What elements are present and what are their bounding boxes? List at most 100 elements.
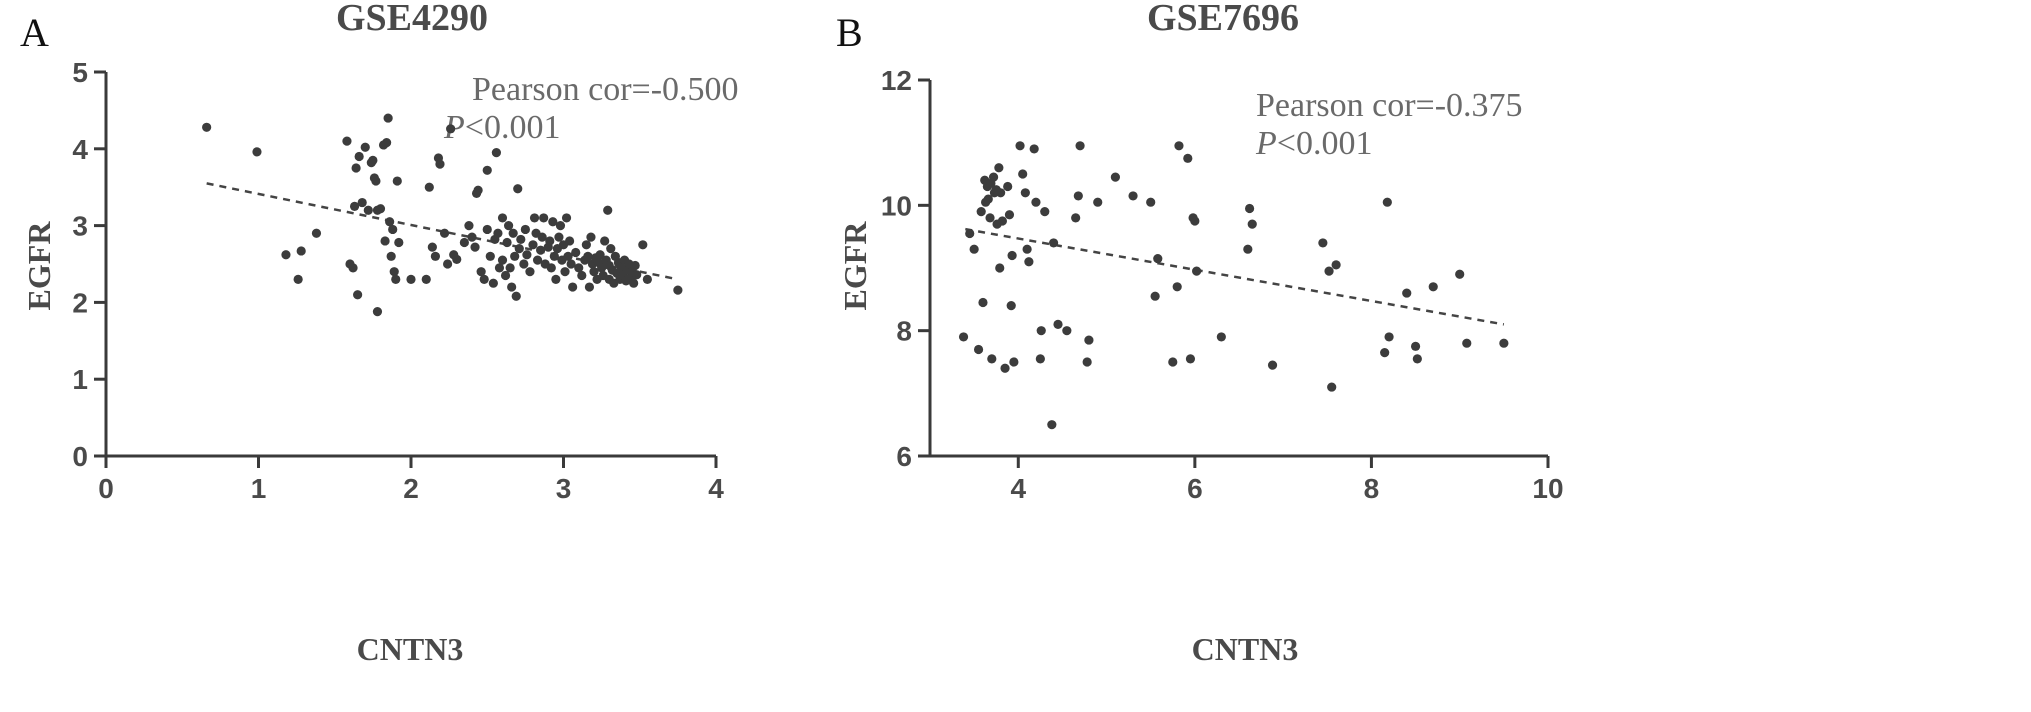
panel-b-data-point xyxy=(1084,335,1094,345)
panel-a-data-point xyxy=(392,176,402,186)
panel-a-data-point xyxy=(385,217,395,227)
panel-a-data-point xyxy=(372,307,383,317)
panel-b-data-point xyxy=(958,332,969,342)
panel-a-data-point xyxy=(485,251,495,261)
panel-a-data-point xyxy=(491,148,501,158)
panel-a-data-point xyxy=(459,237,469,248)
panel-b-x-tick-label: 4 xyxy=(1010,473,1026,504)
panel-a-data-point xyxy=(488,278,498,288)
panel-a-data-point xyxy=(389,267,399,277)
panel-b-data-point xyxy=(1007,250,1017,261)
panel-a-data-point xyxy=(589,267,599,277)
panel-b-data-point xyxy=(1128,191,1138,201)
panel-a-data-point xyxy=(476,267,486,277)
panel-a-y-tick-label: 3 xyxy=(72,211,88,242)
panel-a: A GSE4290 CNTN3 EGFR Pearson cor=-0.500 … xyxy=(20,0,739,667)
panel-a-data-point xyxy=(386,251,396,261)
panel-b-data-point xyxy=(1003,181,1013,192)
panel-a-p-rest: <0.001 xyxy=(465,109,561,146)
panel-b-data-point xyxy=(1075,141,1085,151)
panel-a-data-point xyxy=(311,228,322,238)
panel-b-y-tick-label: 8 xyxy=(896,316,912,347)
panel-b-data-point xyxy=(1331,260,1341,270)
panel-a-data-point xyxy=(529,213,540,223)
panel-a-data-point xyxy=(380,236,390,246)
panel-a-data-point xyxy=(363,205,373,215)
panel-a-data-point xyxy=(500,270,511,281)
panel-b-data-point xyxy=(1049,238,1059,248)
panel-a-data-point xyxy=(638,240,648,250)
panel-a-data-point xyxy=(349,201,360,211)
panel-b-data-point xyxy=(987,354,997,364)
panel-a-data-point xyxy=(388,224,398,235)
panel-a-data-point xyxy=(561,213,572,223)
panel-b-data-point xyxy=(1029,144,1039,154)
panel-a-data-point xyxy=(382,138,392,148)
panel-a-data-point xyxy=(368,155,378,165)
panel-a-data-point xyxy=(391,274,401,284)
panel-a-data-point xyxy=(581,240,591,250)
panel-b-data-point xyxy=(1247,219,1257,229)
panel-b-data-point xyxy=(1380,348,1390,358)
panel-b-p-italic: P xyxy=(1255,125,1277,162)
panel-a-data-point xyxy=(673,285,683,295)
panel-a-data-point xyxy=(629,278,639,288)
panel-a-data-point xyxy=(539,213,549,223)
panel-a-data-point xyxy=(467,232,477,242)
panel-b-data-point xyxy=(1455,269,1465,279)
panel-b-data-point xyxy=(965,228,975,239)
panel-a-data-point xyxy=(202,122,212,132)
panel-b-data-point xyxy=(1000,363,1010,373)
panel-a-data-point xyxy=(351,163,361,173)
panel-b-data-point xyxy=(976,207,986,217)
panel-b-x-tick-label: 8 xyxy=(1364,473,1380,504)
panel-a-data-point xyxy=(293,274,303,284)
panel-b-data-point xyxy=(1071,213,1081,223)
panel-b-data-point xyxy=(996,188,1006,198)
panel-b-data-point xyxy=(988,172,999,182)
panel-b-pearson-text: Pearson cor=-0.375 xyxy=(1256,87,1523,124)
panel-b-data-point xyxy=(1216,332,1226,342)
panel-b-data-point xyxy=(1192,266,1202,276)
panel-b-data-point xyxy=(1031,197,1041,207)
panel-a-data-point xyxy=(493,228,503,238)
panel-a-data-point xyxy=(511,291,521,301)
panel-a-y-tick-label: 1 xyxy=(72,364,88,395)
panel-b-data-point xyxy=(1412,354,1422,364)
panel-a-data-point xyxy=(354,151,364,162)
panel-b-p-value-text: P<0.001 xyxy=(1255,125,1372,162)
panel-a-data-point xyxy=(427,242,437,252)
panel-a-data-point xyxy=(603,205,613,215)
panel-a-y-tick-label: 2 xyxy=(72,287,88,318)
panel-a-data-point xyxy=(577,270,587,281)
panel-a-data-point xyxy=(565,236,575,246)
panel-b-data-point xyxy=(994,163,1004,173)
panel-a-data-point xyxy=(586,232,596,242)
panel-b-y-tick-label: 12 xyxy=(881,65,912,96)
panel-b-data-point xyxy=(995,263,1005,273)
panel-a-data-point xyxy=(584,282,595,292)
panel-b-data-point xyxy=(1462,338,1472,348)
panel-b: B GSE7696 CNTN3 EGFR Pearson cor=-0.375 … xyxy=(836,0,1564,667)
panel-b-data-point xyxy=(1153,254,1163,264)
panel-a-data-point xyxy=(473,185,483,195)
panel-b-data-point xyxy=(1402,288,1412,298)
panel-a-data-point xyxy=(470,242,480,252)
panel-a-data-point xyxy=(574,263,584,273)
panel-a-x-tick-label: 0 xyxy=(98,473,114,504)
panel-b-data-point xyxy=(1035,354,1045,364)
panel-b-data-point xyxy=(1006,301,1016,311)
panel-a-title: GSE4290 xyxy=(336,0,488,39)
panel-b-data-point xyxy=(1172,282,1182,292)
panel-a-data-point xyxy=(548,217,558,227)
panel-a-data-point xyxy=(516,234,526,245)
panel-a-data-point xyxy=(394,237,404,248)
panel-a-x-tick-label: 2 xyxy=(403,473,419,504)
panel-b-data-point xyxy=(1174,141,1184,151)
panel-a-data-point xyxy=(505,263,515,273)
panel-b-data-point xyxy=(1185,354,1196,364)
panel-a-data-point xyxy=(430,251,440,261)
panel-b-data-point xyxy=(1020,188,1030,198)
panel-b-axes: 4 6 8 10 6 8 10 12 xyxy=(881,65,1564,504)
panel-a-points xyxy=(202,113,683,317)
